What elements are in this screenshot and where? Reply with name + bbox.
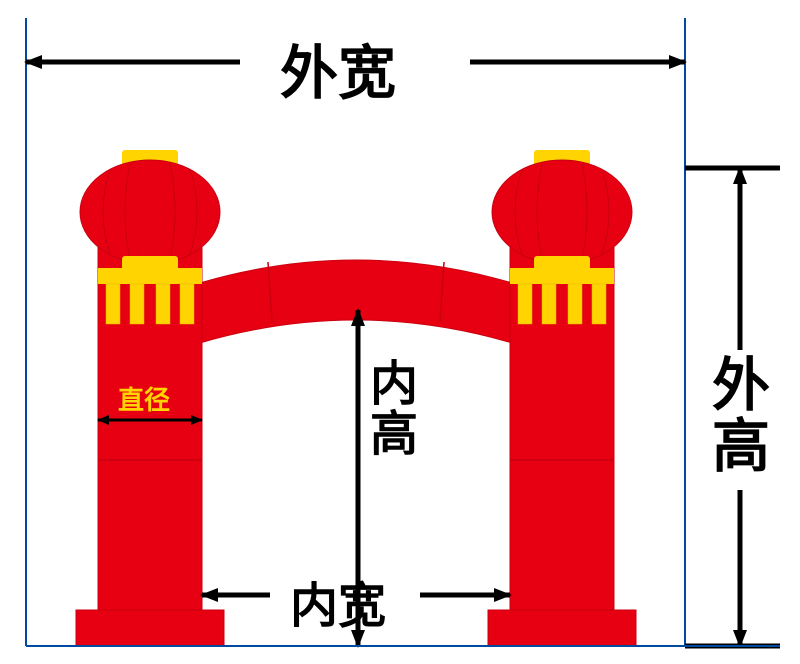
label-inner-width: 内宽 <box>290 566 386 636</box>
label-diameter: 直径 <box>118 380 170 417</box>
label-inner-height-1: 内 <box>370 360 418 410</box>
label-outer-width: 外宽 <box>280 26 396 110</box>
label-outer-height-2: 高 <box>712 417 770 478</box>
label-inner-height: 内 高 <box>370 360 418 461</box>
label-outer-height-1: 外 <box>712 356 770 417</box>
label-outer-height: 外 高 <box>712 356 770 478</box>
diagram-canvas <box>0 0 800 664</box>
label-inner-height-2: 高 <box>370 410 418 460</box>
